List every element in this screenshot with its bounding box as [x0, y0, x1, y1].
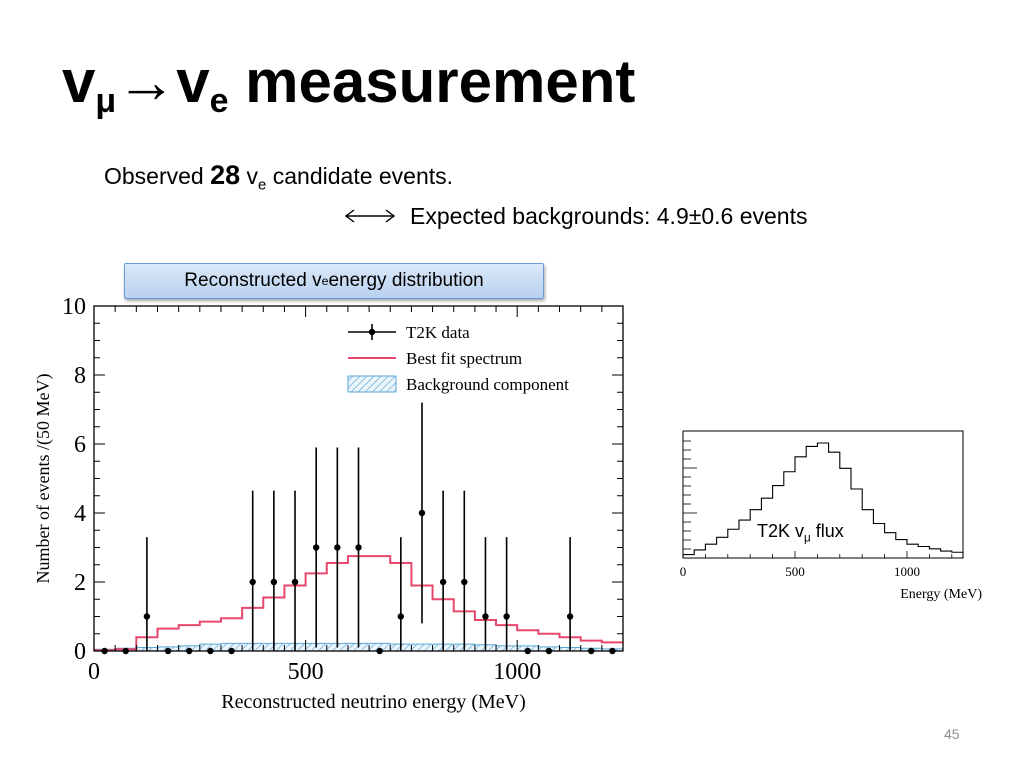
legend-background-label: Background component: [406, 375, 569, 394]
y-tick-label: 10: [62, 294, 86, 320]
legend-background-swatch: [347, 375, 397, 393]
data-point: [291, 578, 299, 586]
x-tick-label: 1000: [493, 659, 541, 685]
flux-histogram-line: [682, 442, 964, 558]
y-axis-label: Number of events /(50 MeV): [33, 374, 54, 584]
legend-data-label: T2K data: [406, 323, 470, 342]
data-point: [461, 578, 468, 586]
flux-x-tick-label: 500: [785, 564, 805, 579]
data-point: [270, 578, 278, 586]
y-tick-label: 0: [74, 639, 86, 665]
x-axis-label: Reconstructed neutrino energy (MeV): [221, 691, 526, 713]
legend-bestfit-label: Best fit spectrum: [406, 349, 522, 368]
flux-x-tick-label: 0: [680, 564, 687, 579]
data-point: [312, 544, 320, 551]
page-number: 45: [944, 726, 960, 742]
data-point: [249, 578, 256, 586]
data-point: [334, 544, 341, 551]
flux-x-tick-label: 1000: [894, 564, 920, 579]
data-point: [143, 613, 151, 620]
flux-label: T2K vμ flux: [755, 521, 846, 545]
double-arrow-icon: [344, 209, 396, 223]
flux-chart: 0 500 1000 Energy (MeV): [680, 430, 982, 602]
flux-x-axis-label: Energy (MeV): [900, 587, 982, 602]
legend-data-marker: [368, 328, 376, 336]
data-point: [482, 613, 489, 620]
observed-count: 28: [210, 160, 241, 190]
y-tick-label: 4: [74, 501, 86, 527]
reconstructed-energy-chart: 0 500 1000 0 2 4 6 8 10 Reconstructed neutrino en…: [33, 294, 624, 713]
data-point: [566, 613, 574, 620]
x-tick-label: 0: [88, 659, 100, 685]
data-point: [439, 578, 447, 586]
data-point: [355, 544, 362, 551]
flux-frame: [682, 430, 964, 559]
data-point: [397, 613, 405, 620]
best-fit-spectrum-line: [94, 555, 623, 652]
y-tick-label: 8: [74, 363, 86, 389]
x-tick-label: 500: [288, 659, 324, 685]
expected-backgrounds-text: Expected backgrounds: 4.9±0.6 events: [344, 203, 808, 230]
y-tick-label: 2: [74, 570, 86, 596]
data-point: [418, 509, 426, 517]
data-point: [503, 613, 510, 620]
slide-title: vμ→ve measurement: [62, 48, 636, 120]
observed-events-text: Observed 28 ve candidate events.: [104, 160, 454, 194]
y-tick-label: 6: [74, 432, 86, 458]
